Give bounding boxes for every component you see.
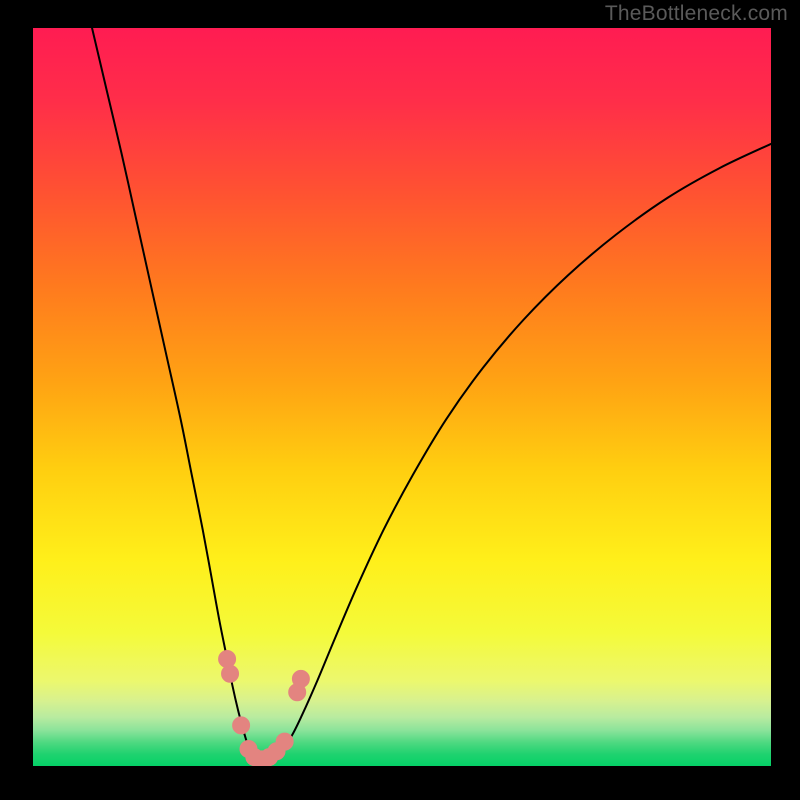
marker-point <box>222 665 239 682</box>
chart-root: { "source_watermark": "TheBottleneck.com… <box>0 0 800 800</box>
marker-point <box>276 733 293 750</box>
watermark-text: TheBottleneck.com <box>605 2 788 26</box>
marker-point <box>292 670 309 687</box>
gradient-background <box>33 28 771 766</box>
plot-svg <box>33 28 771 766</box>
plot-area <box>33 28 771 766</box>
marker-point <box>219 650 236 667</box>
marker-point <box>233 717 250 734</box>
